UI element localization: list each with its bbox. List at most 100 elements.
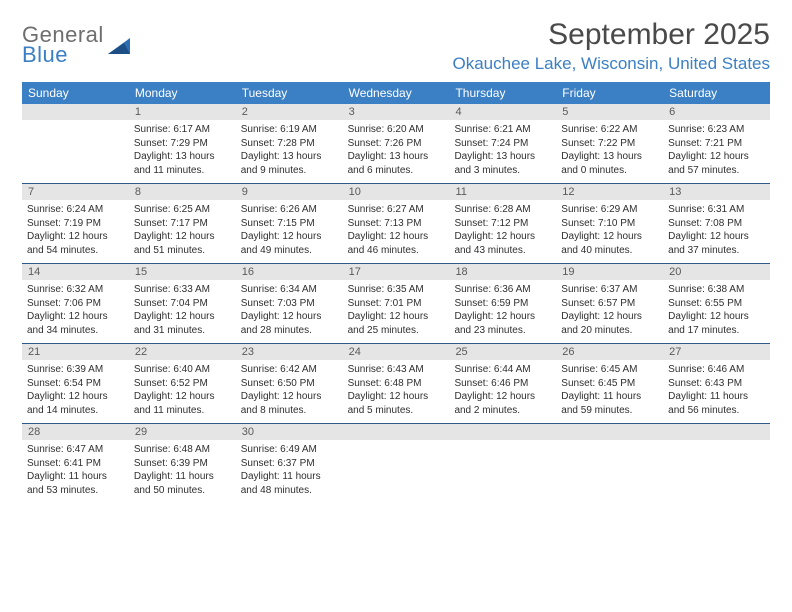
day-number: 21 — [22, 344, 129, 360]
sunset: Sunset: 7:29 PM — [134, 137, 231, 151]
day-number: 5 — [556, 104, 663, 120]
day-cell: 12Sunrise: 6:29 AMSunset: 7:10 PMDayligh… — [556, 184, 663, 263]
sunset: Sunset: 7:15 PM — [241, 217, 338, 231]
day-body: Sunrise: 6:38 AMSunset: 6:55 PMDaylight:… — [663, 280, 770, 343]
sunrise: Sunrise: 6:23 AM — [668, 123, 765, 137]
day-cell — [663, 424, 770, 503]
sunrise: Sunrise: 6:48 AM — [134, 443, 231, 457]
day-number: 24 — [343, 344, 450, 360]
sunset: Sunset: 6:59 PM — [454, 297, 551, 311]
sunset: Sunset: 6:52 PM — [134, 377, 231, 391]
daylight: Daylight: 12 hours and 49 minutes. — [241, 230, 338, 257]
daylight: Daylight: 11 hours and 53 minutes. — [27, 470, 124, 497]
sunrise: Sunrise: 6:28 AM — [454, 203, 551, 217]
day-cell: 25Sunrise: 6:44 AMSunset: 6:46 PMDayligh… — [449, 344, 556, 423]
day-number: 27 — [663, 344, 770, 360]
week-row: 1Sunrise: 6:17 AMSunset: 7:29 PMDaylight… — [22, 104, 770, 184]
day-number: 26 — [556, 344, 663, 360]
sunrise: Sunrise: 6:24 AM — [27, 203, 124, 217]
daylight: Daylight: 12 hours and 11 minutes. — [134, 390, 231, 417]
sunset: Sunset: 6:55 PM — [668, 297, 765, 311]
week-row: 21Sunrise: 6:39 AMSunset: 6:54 PMDayligh… — [22, 344, 770, 424]
daylight: Daylight: 12 hours and 23 minutes. — [454, 310, 551, 337]
daylight: Daylight: 12 hours and 43 minutes. — [454, 230, 551, 257]
daylight: Daylight: 11 hours and 50 minutes. — [134, 470, 231, 497]
sunrise: Sunrise: 6:46 AM — [668, 363, 765, 377]
day-number — [22, 104, 129, 120]
day-number: 14 — [22, 264, 129, 280]
day-cell: 3Sunrise: 6:20 AMSunset: 7:26 PMDaylight… — [343, 104, 450, 183]
day-body: Sunrise: 6:45 AMSunset: 6:45 PMDaylight:… — [556, 360, 663, 423]
day-body: Sunrise: 6:26 AMSunset: 7:15 PMDaylight:… — [236, 200, 343, 263]
day-number: 13 — [663, 184, 770, 200]
sunset: Sunset: 7:22 PM — [561, 137, 658, 151]
day-cell: 29Sunrise: 6:48 AMSunset: 6:39 PMDayligh… — [129, 424, 236, 503]
daylight: Daylight: 13 hours and 3 minutes. — [454, 150, 551, 177]
sunrise: Sunrise: 6:49 AM — [241, 443, 338, 457]
daylight: Daylight: 12 hours and 31 minutes. — [134, 310, 231, 337]
sunset: Sunset: 6:57 PM — [561, 297, 658, 311]
sunrise: Sunrise: 6:31 AM — [668, 203, 765, 217]
day-number: 6 — [663, 104, 770, 120]
sunset: Sunset: 7:04 PM — [134, 297, 231, 311]
day-body: Sunrise: 6:47 AMSunset: 6:41 PMDaylight:… — [22, 440, 129, 503]
day-number: 11 — [449, 184, 556, 200]
day-number: 18 — [449, 264, 556, 280]
day-body: Sunrise: 6:21 AMSunset: 7:24 PMDaylight:… — [449, 120, 556, 183]
daylight: Daylight: 13 hours and 0 minutes. — [561, 150, 658, 177]
day-cell: 26Sunrise: 6:45 AMSunset: 6:45 PMDayligh… — [556, 344, 663, 423]
sunrise: Sunrise: 6:45 AM — [561, 363, 658, 377]
day-number: 15 — [129, 264, 236, 280]
sunrise: Sunrise: 6:43 AM — [348, 363, 445, 377]
day-cell: 9Sunrise: 6:26 AMSunset: 7:15 PMDaylight… — [236, 184, 343, 263]
sunset: Sunset: 7:26 PM — [348, 137, 445, 151]
day-body: Sunrise: 6:24 AMSunset: 7:19 PMDaylight:… — [22, 200, 129, 263]
sunrise: Sunrise: 6:19 AM — [241, 123, 338, 137]
day-cell: 10Sunrise: 6:27 AMSunset: 7:13 PMDayligh… — [343, 184, 450, 263]
daylight: Daylight: 13 hours and 11 minutes. — [134, 150, 231, 177]
day-cell: 15 Sunrise: 6:33 AMSunset: 7:04 PMDayligh… — [129, 264, 236, 343]
daylight: Daylight: 12 hours and 5 minutes. — [348, 390, 445, 417]
sunset: Sunset: 7:01 PM — [348, 297, 445, 311]
day-body: Sunrise: 6:36 AMSunset: 6:59 PMDaylight:… — [449, 280, 556, 343]
daylight: Daylight: 12 hours and 25 minutes. — [348, 310, 445, 337]
sunset: Sunset: 7:03 PM — [241, 297, 338, 311]
day-number: 25 — [449, 344, 556, 360]
calendar: SundayMondayTuesdayWednesdayThursdayFrid… — [22, 82, 770, 503]
day-cell: 11Sunrise: 6:28 AMSunset: 7:12 PMDayligh… — [449, 184, 556, 263]
title-block: September 2025 Okauchee Lake, Wisconsin,… — [453, 18, 771, 74]
day-cell: 30Sunrise: 6:49 AMSunset: 6:37 PMDayligh… — [236, 424, 343, 503]
daylight: Daylight: 13 hours and 6 minutes. — [348, 150, 445, 177]
sunset: Sunset: 7:24 PM — [454, 137, 551, 151]
day-headers: SundayMondayTuesdayWednesdayThursdayFrid… — [22, 82, 770, 104]
daylight: Daylight: 12 hours and 20 minutes. — [561, 310, 658, 337]
sunset: Sunset: 7:08 PM — [668, 217, 765, 231]
week-row: 7Sunrise: 6:24 AMSunset: 7:19 PMDaylight… — [22, 184, 770, 264]
day-body: Sunrise: 6:28 AMSunset: 7:12 PMDaylight:… — [449, 200, 556, 263]
day-body: Sunrise: 6:29 AMSunset: 7:10 PMDaylight:… — [556, 200, 663, 263]
day-header: Sunday — [22, 82, 129, 104]
day-body: Sunrise: 6:40 AMSunset: 6:52 PMDaylight:… — [129, 360, 236, 423]
day-number — [556, 424, 663, 440]
daylight: Daylight: 12 hours and 2 minutes. — [454, 390, 551, 417]
daylight: Daylight: 12 hours and 54 minutes. — [27, 230, 124, 257]
daylight: Daylight: 12 hours and 28 minutes. — [241, 310, 338, 337]
day-number: 12 — [556, 184, 663, 200]
daylight: Daylight: 12 hours and 57 minutes. — [668, 150, 765, 177]
sunset: Sunset: 7:28 PM — [241, 137, 338, 151]
day-body: Sunrise: 6:31 AMSunset: 7:08 PMDaylight:… — [663, 200, 770, 263]
sunrise: Sunrise: 6:33 AM — [134, 283, 231, 297]
day-body: Sunrise: 6:17 AMSunset: 7:29 PMDaylight:… — [129, 120, 236, 183]
sunrise: Sunrise: 6:40 AM — [134, 363, 231, 377]
sunset: Sunset: 6:37 PM — [241, 457, 338, 471]
day-body: Sunrise: 6:49 AMSunset: 6:37 PMDaylight:… — [236, 440, 343, 503]
day-body: Sunrise: 6:34 AMSunset: 7:03 PMDaylight:… — [236, 280, 343, 343]
sunrise: Sunrise: 6:21 AM — [454, 123, 551, 137]
day-cell — [449, 424, 556, 503]
day-body: Sunrise: 6:46 AMSunset: 6:43 PMDaylight:… — [663, 360, 770, 423]
day-number: 23 — [236, 344, 343, 360]
sunrise: Sunrise: 6:36 AM — [454, 283, 551, 297]
day-number: 3 — [343, 104, 450, 120]
daylight: Daylight: 13 hours and 9 minutes. — [241, 150, 338, 177]
sunset: Sunset: 6:46 PM — [454, 377, 551, 391]
